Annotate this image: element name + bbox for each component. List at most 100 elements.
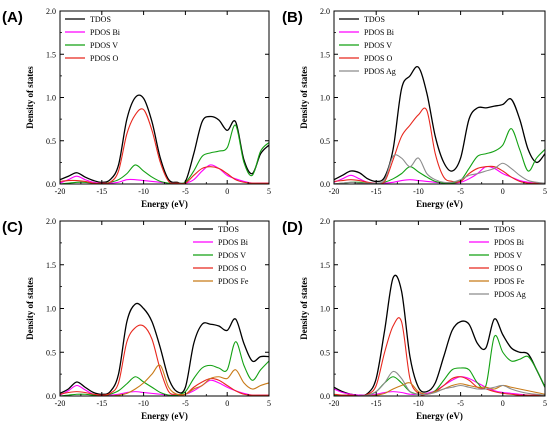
y-axis-title: Density of states xyxy=(25,277,35,340)
x-tick-label: -10 xyxy=(138,187,149,196)
legend: TDOS PDOS Bi PDOS V PDOS O PDOS Ag xyxy=(339,15,396,76)
legend-label: PDOS O xyxy=(494,264,522,273)
x-tick-label: 5 xyxy=(267,187,271,196)
x-axis-title: Energy (eV) xyxy=(416,411,463,421)
y-tick-label: 1.5 xyxy=(320,50,330,59)
legend-label: PDOS V xyxy=(494,251,522,260)
x-tick-label: -15 xyxy=(371,399,382,408)
legend-label: PDOS O xyxy=(90,54,118,63)
y-tick-label: 1.5 xyxy=(320,261,330,270)
y-tick-label: 1.0 xyxy=(320,94,330,103)
y-tick-label: 0.0 xyxy=(46,180,56,189)
y-tick-label: 2.0 xyxy=(46,217,56,226)
x-tick-label: -10 xyxy=(413,399,424,408)
x-axis-title: Energy (eV) xyxy=(416,199,463,209)
series-line-pdos-o xyxy=(334,107,545,184)
series-line-tdos xyxy=(334,65,545,183)
legend-label: PDOS Fe xyxy=(494,277,525,286)
legend-label: TDOS xyxy=(494,225,515,234)
dos-panel-3: (C) -20 -15 -10 -5 0 5 0.0 0.5 1.0 1.5 2.0 Energy (e… xyxy=(2,217,271,421)
x-tick-label: -20 xyxy=(55,187,66,196)
legend-label: PDOS Ag xyxy=(364,67,396,76)
x-tick-label: 5 xyxy=(543,187,547,196)
legend-label: PDOS Bi xyxy=(494,238,525,247)
legend-label: PDOS V xyxy=(90,41,118,50)
y-tick-label: 0.0 xyxy=(320,180,330,189)
x-tick-label: 0 xyxy=(501,399,505,408)
panel-label: (B) xyxy=(282,9,303,26)
panel-label: (D) xyxy=(282,219,303,236)
y-tick-label: 1.5 xyxy=(46,261,56,270)
legend: TDOS PDOS Bi PDOS V PDOS O xyxy=(65,15,121,63)
plot-frame xyxy=(59,220,270,397)
series-group xyxy=(60,302,269,396)
x-tick-label: -5 xyxy=(457,187,464,196)
legend-label: PDOS O xyxy=(364,54,392,63)
series-line-pdos-v xyxy=(334,128,545,184)
x-tick-label: 0 xyxy=(501,187,505,196)
series-line-pdos-v xyxy=(60,341,269,396)
legend-label: TDOS xyxy=(218,225,239,234)
y-tick-label: 1.0 xyxy=(320,305,330,314)
x-tick-label: -5 xyxy=(182,187,189,196)
series-line-tdos xyxy=(60,302,269,395)
x-tick-label: 0 xyxy=(225,399,229,408)
panel-label: (A) xyxy=(2,9,23,26)
x-tick-label: -15 xyxy=(96,399,107,408)
legend-label: PDOS O xyxy=(218,264,246,273)
legend-label: TDOS xyxy=(364,15,385,24)
y-tick-label: 1.0 xyxy=(46,94,56,103)
x-tick-label: -20 xyxy=(55,399,66,408)
x-tick-label: -20 xyxy=(329,187,340,196)
x-tick-label: -15 xyxy=(96,187,107,196)
x-axis-title: Energy (eV) xyxy=(141,411,188,421)
x-tick-label: 5 xyxy=(267,399,271,408)
y-tick-label: 1.0 xyxy=(46,305,56,314)
legend-label: TDOS xyxy=(90,15,111,24)
x-tick-label: -15 xyxy=(371,187,382,196)
y-tick-label: 2.0 xyxy=(320,7,330,16)
y-tick-label: 2.0 xyxy=(46,7,56,16)
x-tick-label: -10 xyxy=(138,399,149,408)
y-tick-label: 0.0 xyxy=(320,392,330,401)
y-tick-label: 1.5 xyxy=(46,50,56,59)
x-axis-title: Energy (eV) xyxy=(141,199,188,209)
series-line-pdos-ag xyxy=(334,154,545,184)
series-line-pdos-v xyxy=(60,124,269,184)
y-tick-label: 0.0 xyxy=(46,392,56,401)
legend: TDOS PDOS Bi PDOS V PDOS O PDOS Fe PDOS Ag xyxy=(469,225,526,299)
y-tick-label: 0.5 xyxy=(46,137,56,146)
legend-label: PDOS V xyxy=(218,251,246,260)
legend-label: PDOS Bi xyxy=(218,238,249,247)
legend-label: PDOS Bi xyxy=(364,28,395,37)
dos-panel-1: (A) -20 -15 -10 -5 0 5 0.0 0.5 1.0 1.5 2.0 Energy (e… xyxy=(2,7,271,209)
series-line-pdos-o xyxy=(60,108,269,184)
y-tick-label: 0.5 xyxy=(320,137,330,146)
series-group xyxy=(60,94,269,184)
x-tick-label: -5 xyxy=(182,399,189,408)
series-line-pdos-o xyxy=(60,324,269,396)
y-tick-label: 2.0 xyxy=(320,217,330,226)
series-line-tdos xyxy=(60,94,269,184)
y-axis-title: Density of states xyxy=(25,66,35,129)
x-tick-label: 5 xyxy=(543,399,547,408)
panel-label: (C) xyxy=(2,219,23,236)
y-axis-title: Density of states xyxy=(299,277,309,340)
dos-panel-4: (D) -20 -15 -10 -5 0 5 0.0 0.5 1.0 1.5 2.0 Energy (e… xyxy=(282,217,547,421)
y-tick-label: 0.5 xyxy=(320,348,330,357)
series-line-pdos-fe xyxy=(60,364,269,396)
x-tick-label: -10 xyxy=(413,187,424,196)
dos-panel-2: (B) -20 -15 -10 -5 0 5 0.0 0.5 1.0 1.5 2.0 Energy (e… xyxy=(282,7,547,209)
series-line-pdos-v xyxy=(334,334,545,396)
legend-label: PDOS Ag xyxy=(494,290,526,299)
y-tick-label: 0.5 xyxy=(46,348,56,357)
x-tick-label: -5 xyxy=(457,399,464,408)
series-line-pdos-o xyxy=(334,317,545,396)
x-tick-label: -20 xyxy=(329,399,340,408)
legend-label: PDOS V xyxy=(364,41,392,50)
series-line-pdos-ag xyxy=(334,370,545,396)
y-axis-title: Density of states xyxy=(299,66,309,129)
series-line-tdos xyxy=(334,274,545,396)
legend-label: PDOS Fe xyxy=(218,277,249,286)
